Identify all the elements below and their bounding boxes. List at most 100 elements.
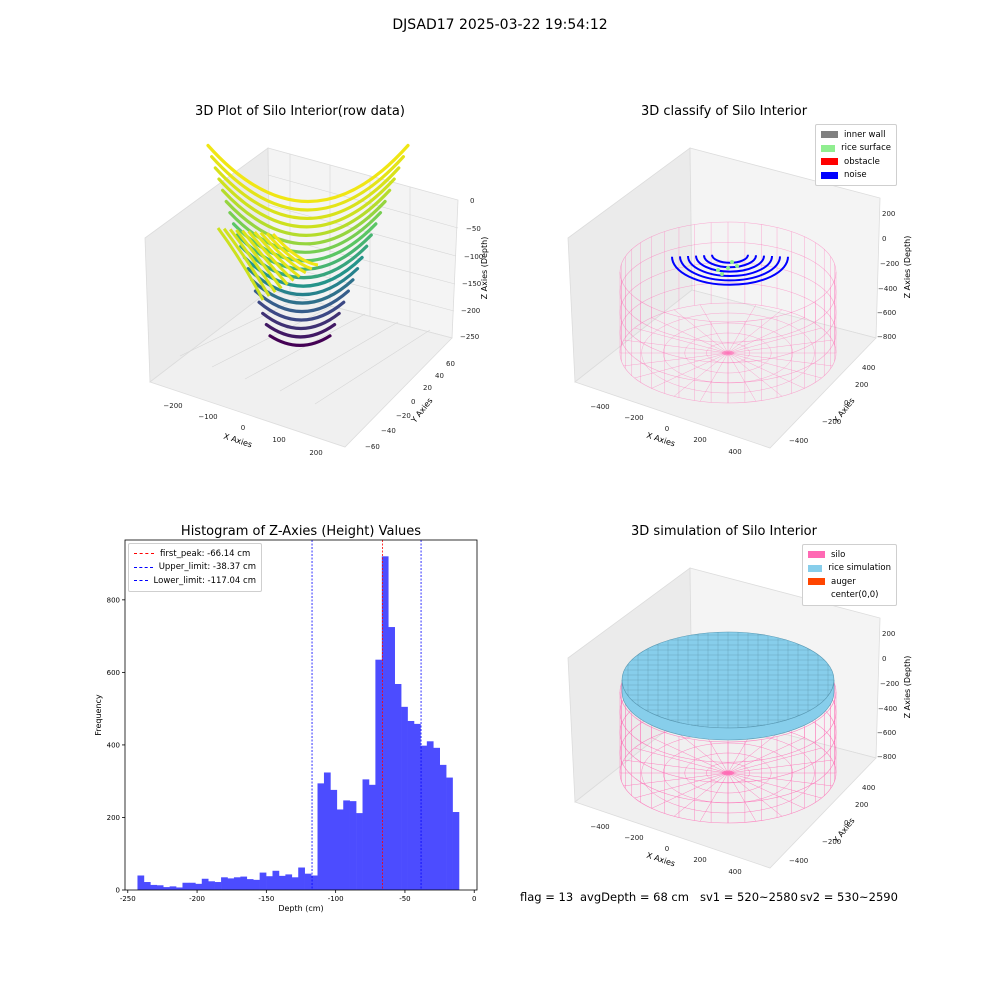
footer-sv2: sv2 = 530~2590: [800, 890, 898, 904]
rice-surface-point: [730, 260, 734, 264]
classify-ztick: −200: [880, 260, 899, 268]
cylinder-spoke: [727, 352, 757, 402]
raw-xtick: −200: [163, 402, 182, 410]
cylinder-spoke: [727, 309, 783, 354]
raw-3d-plot: −200 −100 0 100 200 −60 −40 −20 0 20 40 …: [144, 143, 489, 457]
raw-ytick: 60: [446, 360, 455, 368]
histogram-bar: [298, 867, 305, 890]
histogram-bar: [401, 706, 408, 890]
legend-line: [134, 553, 154, 555]
cylinder-spoke: [727, 772, 757, 822]
legend-item-silo: silo: [808, 548, 891, 562]
raw-ytick: −40: [381, 427, 396, 435]
raw-zlabel: Z Axies (Depth): [480, 237, 489, 300]
histogram-bar: [227, 878, 235, 890]
legend-item-rice-simulation: rice simulation: [808, 562, 891, 576]
legend-swatch: [808, 551, 825, 559]
noise-arc: [687, 255, 773, 277]
histogram-bar: [323, 772, 331, 890]
histogram-bar: [240, 876, 248, 890]
histogram-bar: [259, 872, 267, 890]
histogram-xtick-label: -250: [120, 895, 136, 903]
classify-ztick: −600: [877, 309, 896, 317]
histogram-ytick-label: 800: [107, 596, 120, 604]
simulation-ztick: −800: [877, 753, 896, 761]
histogram-title: Histogram of Z-Axies (Height) Values: [180, 524, 422, 539]
simulation-ytick: 0: [844, 819, 848, 827]
histogram-bar: [452, 812, 460, 890]
raw-point-arc: [253, 231, 301, 278]
raw-point-arc: [206, 143, 410, 203]
legend-item-noise: noise: [821, 169, 891, 183]
classify-ytick: 400: [862, 364, 875, 372]
histogram-bar: [433, 747, 440, 890]
cylinder-spoke: [727, 352, 833, 367]
legend-label: Lower_limit: -117.04 cm: [153, 575, 256, 586]
classify-xtick: 200: [693, 436, 706, 444]
histogram-ylabel: Frequency: [94, 694, 103, 736]
histogram-xtick-label: 0: [472, 895, 476, 903]
raw-xlabel: X Axies: [222, 432, 253, 450]
legend-label: silo: [831, 549, 846, 560]
simulation-xtick: 400: [728, 868, 741, 876]
raw-ytick: −60: [365, 443, 380, 451]
histogram-bar: [446, 777, 453, 890]
cylinder-spoke: [727, 747, 822, 774]
raw-ytick: 40: [435, 372, 444, 380]
legend-item-obstacle: obstacle: [821, 155, 891, 169]
cylinder-floor-ring: [662, 322, 794, 384]
histogram-bar: [349, 801, 357, 890]
raw-point-arc: [220, 188, 392, 237]
raw-ytick: 20: [423, 384, 432, 392]
simulation-ztick: −400: [878, 705, 897, 713]
histogram-bar: [195, 883, 203, 890]
histogram-bar: [356, 813, 363, 890]
histogram-bar: [266, 876, 273, 890]
histogram-ytick-label: 200: [107, 814, 120, 822]
histogram-bar: [426, 741, 434, 890]
legend-item-auger: auger: [808, 575, 891, 589]
histogram-bar: [439, 764, 447, 890]
classify-ztick: 0: [882, 235, 886, 243]
legend-label: center(0,0): [831, 590, 879, 601]
simulation-ytick: 400: [862, 784, 875, 792]
raw-point-arc: [216, 227, 265, 301]
cylinder-spoke: [727, 327, 822, 354]
raw-ztick: −50: [466, 225, 481, 233]
legend-swatch: [821, 158, 838, 166]
raw-point-arc: [247, 230, 295, 282]
cylinder-spoke: [651, 772, 729, 809]
histogram-bar: [150, 884, 158, 890]
histogram-yticks: 0 200 400 600 800: [107, 596, 125, 895]
histogram-bar: [214, 882, 222, 890]
raw-point-arc: [259, 231, 307, 275]
histogram-bar: [285, 874, 293, 890]
raw-point-arc: [264, 323, 337, 339]
raw-ytick: 0: [411, 398, 415, 406]
raw-ztick: −100: [464, 253, 483, 261]
raw-ytick: −20: [396, 412, 411, 420]
cylinder-center: [722, 770, 734, 776]
cylinder-spoke: [727, 317, 805, 354]
cylinder-spoke: [727, 339, 833, 354]
noise-arc: [695, 255, 765, 273]
histogram-frame: [124, 539, 478, 891]
legend-swatch: [821, 144, 836, 152]
cylinder-spoke: [651, 317, 729, 354]
histogram-bar: [169, 886, 177, 890]
legend-item-upper-limit: Upper_limit: -38.37 cm: [134, 561, 256, 575]
raw-point-arc: [257, 300, 346, 322]
legend-item-center: center(0,0): [808, 589, 891, 603]
classify-xtick: 0: [665, 425, 669, 433]
cylinder-spoke: [727, 772, 822, 799]
histogram-bar: [388, 627, 395, 890]
histogram-legend: first_peak: -66.14 cm Upper_limit: -38.3…: [128, 543, 262, 592]
cylinder-spoke: [623, 772, 729, 787]
legend-item-lower-limit: Lower_limit: -117.04 cm: [134, 574, 256, 588]
histogram-bar: [413, 723, 421, 890]
cylinder-spoke: [727, 304, 757, 354]
raw-point-arc: [229, 228, 277, 294]
cylinder-spoke: [651, 737, 729, 774]
histogram-bar: [201, 878, 209, 890]
histogram-bar: [311, 875, 318, 890]
